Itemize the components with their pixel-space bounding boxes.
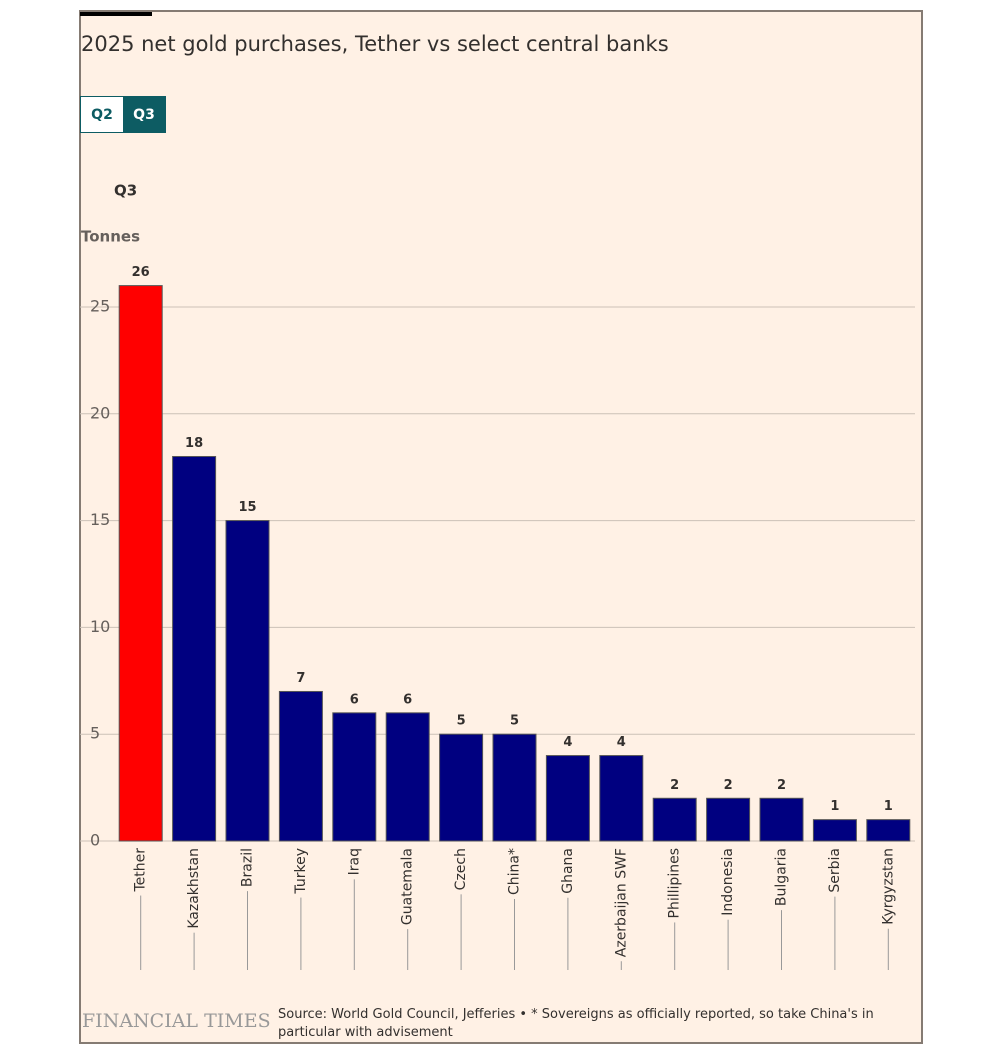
x-tick-label: Guatemala	[400, 848, 416, 925]
y-tick-label: 15	[90, 510, 110, 529]
x-tick-label: Czech	[453, 848, 469, 890]
x-tick-label: Brazil	[240, 848, 256, 887]
top-bar	[80, 12, 152, 16]
value-label: 5	[510, 714, 519, 729]
y-tick-label: 0	[90, 831, 100, 850]
source-note: Source: World Gold Council, Jefferies • …	[278, 1007, 874, 1040]
tab[interactable]: Q2	[81, 97, 123, 132]
chart-title: 2025 net gold purchases, Tether vs selec…	[81, 32, 669, 56]
bar	[172, 455, 217, 842]
bar	[332, 712, 377, 842]
x-tick-label: Indonesia	[720, 848, 736, 916]
bar	[385, 712, 430, 842]
bar	[118, 285, 163, 842]
brand: FINANCIAL TIMES	[82, 1010, 271, 1032]
value-label: 15	[238, 500, 256, 515]
subtitle: Q3	[114, 182, 137, 200]
value-label: 1	[884, 799, 893, 814]
bar	[866, 819, 911, 842]
bar	[545, 755, 590, 842]
bar	[492, 733, 537, 842]
value-label: 18	[185, 436, 203, 451]
bar	[439, 733, 484, 842]
value-label: 2	[777, 778, 786, 793]
x-tick-label: Bulgaria	[774, 848, 790, 906]
y-tick-label: 10	[90, 617, 110, 636]
bar	[652, 797, 697, 842]
x-tick-label: Tether	[133, 848, 149, 893]
x-tick-label: Serbia	[827, 848, 843, 893]
frame	[79, 10, 923, 1044]
bar	[812, 819, 857, 842]
value-label: 6	[403, 692, 412, 707]
value-label: 1	[830, 799, 839, 814]
x-tick-label: Azerbaijan SWF	[613, 848, 629, 957]
x-tick-label: Iraq	[346, 848, 362, 875]
x-tick-label: Ghana	[560, 848, 576, 894]
y-tick-label: 20	[90, 403, 110, 422]
tabs: Q2 Q3	[80, 96, 166, 133]
bar	[599, 755, 644, 842]
tab[interactable]: Q3	[123, 97, 165, 132]
y-tick-label: 5	[90, 724, 100, 743]
value-label: 7	[296, 671, 305, 686]
y-axis-label: Tonnes	[81, 228, 140, 246]
bar	[706, 797, 751, 842]
x-tick-label: China*	[507, 848, 523, 895]
y-tick-label: 25	[90, 296, 110, 315]
value-label: 4	[563, 735, 572, 750]
bar	[278, 690, 323, 842]
value-label: 4	[617, 735, 626, 750]
value-label: 6	[350, 692, 359, 707]
value-label: 2	[670, 778, 679, 793]
x-tick-label: Turkey	[293, 848, 309, 895]
x-tick-label: Kyrgyzstan	[880, 848, 896, 925]
bar	[225, 520, 270, 842]
value-label: 2	[724, 778, 733, 793]
x-tick-label: Kazakhstan	[186, 848, 202, 929]
value-label: 5	[457, 714, 466, 729]
value-label: 26	[132, 265, 150, 280]
x-tick-label: Phillipines	[667, 848, 683, 918]
bar	[759, 797, 804, 842]
